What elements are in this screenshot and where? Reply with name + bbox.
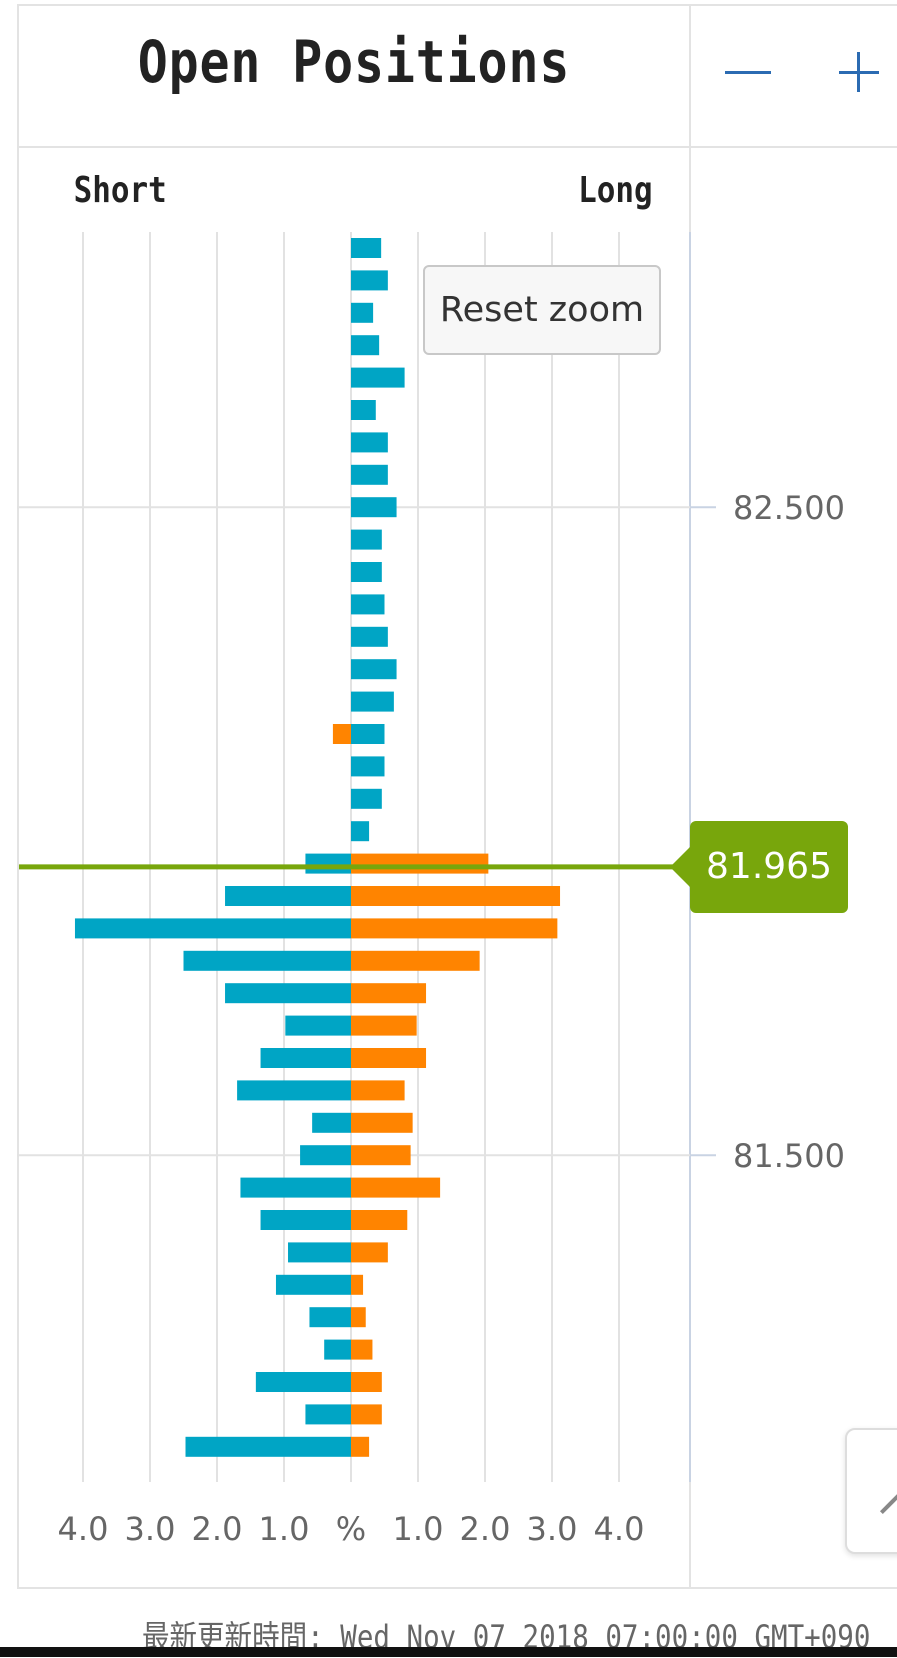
bar-short <box>275 1274 351 1295</box>
bar-long <box>351 950 480 971</box>
x-tick-label: 1.0 <box>393 1510 444 1548</box>
bar-short <box>312 1112 351 1133</box>
bar-short <box>255 1372 351 1392</box>
bar-long <box>351 1404 382 1425</box>
bar-short <box>225 983 351 1004</box>
arrow-icon <box>879 1489 897 1515</box>
bar-long <box>351 1436 370 1457</box>
bar-long <box>351 1274 364 1295</box>
side-panel-handle[interactable] <box>845 1428 897 1554</box>
bar-short <box>74 918 352 939</box>
header-divider <box>17 146 897 148</box>
bar-short <box>305 853 351 874</box>
bar-short <box>260 1210 351 1230</box>
bar-long-above <box>351 335 380 356</box>
x-tick-label: 1.0 <box>259 1510 310 1548</box>
bar-long-above <box>351 270 388 291</box>
bar-short <box>237 1080 351 1101</box>
bar-short <box>300 1145 351 1166</box>
bar-long-above <box>351 594 385 615</box>
bar-long <box>351 983 427 1004</box>
x-tick-label: 2.0 <box>460 1510 511 1548</box>
bar-long <box>351 1372 382 1392</box>
widget-frame <box>17 4 897 1589</box>
bar-short <box>305 1404 351 1425</box>
bar-long-above <box>351 724 385 744</box>
bar-short <box>285 1015 351 1036</box>
bar-long <box>351 1339 373 1360</box>
bar-long-above <box>351 821 370 842</box>
bar-long-above <box>351 562 382 582</box>
bar-long <box>351 1145 411 1166</box>
bar-short-above <box>332 724 351 744</box>
x-tick-label: 3.0 <box>527 1510 578 1548</box>
bar-long <box>351 918 558 939</box>
bar-short <box>225 886 351 906</box>
bar-long-above <box>351 691 394 712</box>
long-label: Long <box>578 170 653 211</box>
bar-long <box>351 1080 405 1101</box>
bar-long-above <box>351 626 388 647</box>
bar-long <box>351 1015 417 1036</box>
zoom-in-button[interactable] <box>829 42 889 102</box>
bar-long <box>351 1112 413 1133</box>
bottom-bar <box>0 1647 897 1657</box>
y-tick-label: 81.500 <box>733 1137 845 1175</box>
x-tick-label: 4.0 <box>58 1510 109 1548</box>
zoom-out-button[interactable] <box>717 42 777 102</box>
bar-long-above <box>351 756 385 777</box>
bar-long <box>351 1048 427 1068</box>
current-price-tag: 81.965 <box>670 820 848 913</box>
bar-short <box>288 1242 351 1263</box>
bar-long-above <box>351 497 397 518</box>
x-tick-label: 3.0 <box>125 1510 176 1548</box>
bar-long <box>351 1307 366 1328</box>
short-label: Short <box>73 170 167 211</box>
bar-long-above <box>351 432 388 453</box>
bar-short <box>309 1307 351 1328</box>
bar-long-above <box>351 367 405 388</box>
page-title: Open Positions <box>137 28 571 96</box>
bar-short <box>260 1048 351 1068</box>
bar-short <box>185 1436 351 1457</box>
bar-long-above <box>351 659 397 680</box>
y-tick-label: 82.500 <box>733 489 845 527</box>
x-tick-label: 2.0 <box>192 1510 243 1548</box>
bar-long <box>351 853 489 874</box>
bar-short <box>183 950 351 971</box>
bar-long-above <box>351 238 382 258</box>
bar-long-above <box>351 464 388 485</box>
x-tick-label: 4.0 <box>594 1510 645 1548</box>
bar-long-above <box>351 788 382 809</box>
bar-long <box>351 1177 441 1198</box>
bar-long-above <box>351 400 376 420</box>
bar-short <box>240 1177 351 1198</box>
bar-long <box>351 1210 408 1230</box>
bar-long-above <box>351 529 382 550</box>
bar-short <box>324 1339 351 1360</box>
bar-long <box>351 886 561 906</box>
x-tick-label: % <box>336 1510 366 1548</box>
bar-long-above <box>351 302 374 323</box>
bar-long <box>351 1242 388 1263</box>
reset-zoom-button[interactable]: Reset zoom <box>423 265 661 355</box>
